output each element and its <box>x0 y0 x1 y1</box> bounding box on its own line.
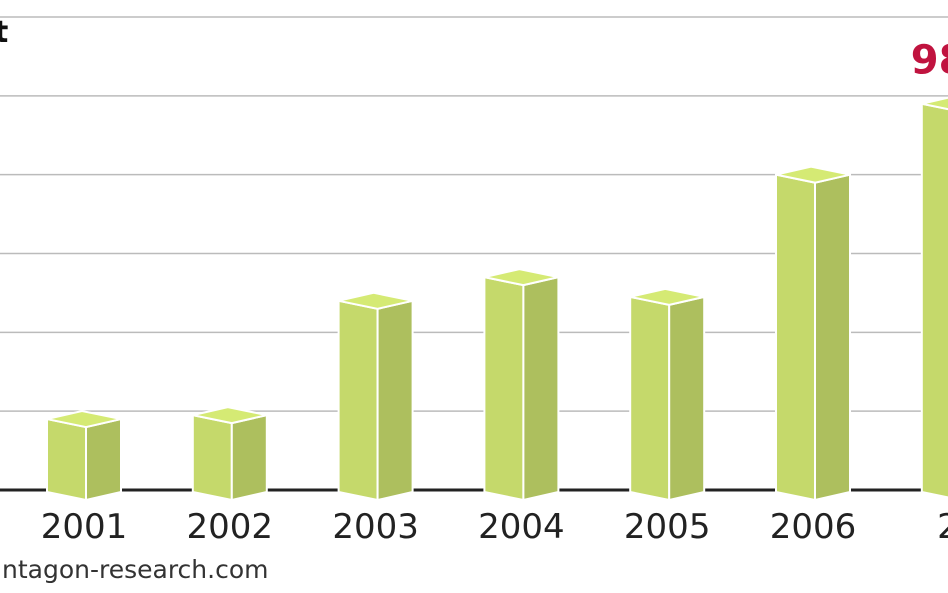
chart-title: t <box>0 15 8 50</box>
bar-front <box>629 295 671 502</box>
bar-side <box>522 275 560 502</box>
bars <box>46 96 948 502</box>
x-tick-label: 2005 <box>624 507 711 547</box>
x-tick-label: 2006 <box>770 507 857 547</box>
bar-side <box>668 295 706 502</box>
x-tick-label: 2003 <box>332 507 419 547</box>
bar <box>483 268 560 502</box>
bar <box>46 410 122 502</box>
bar-front <box>775 173 816 502</box>
bar <box>920 96 948 499</box>
bar-side <box>85 417 122 502</box>
source: ntagon-research.com <box>2 555 269 584</box>
bar-top <box>775 165 851 184</box>
bar-side <box>376 299 414 502</box>
bar-front <box>191 413 233 502</box>
bar-front <box>483 275 525 502</box>
x-tick-label: 2002 <box>187 507 274 547</box>
x-tick-label: 20 <box>937 507 948 547</box>
bar-side <box>230 413 268 502</box>
x-tick-label: 2001 <box>41 507 128 547</box>
bar <box>337 291 414 502</box>
bar-front <box>920 102 948 499</box>
value-label: 98 <box>911 38 948 84</box>
bar-front <box>46 417 87 502</box>
bar-top <box>629 287 705 306</box>
x-tick-label: 2004 <box>478 507 565 547</box>
bar-top <box>192 406 268 425</box>
bar-side <box>814 173 851 502</box>
bar <box>191 406 268 502</box>
bar-top <box>46 410 122 429</box>
bar-top <box>338 291 413 310</box>
bar <box>629 287 706 502</box>
bar-front <box>337 299 379 502</box>
bar <box>775 165 851 502</box>
bar-top <box>484 268 559 287</box>
